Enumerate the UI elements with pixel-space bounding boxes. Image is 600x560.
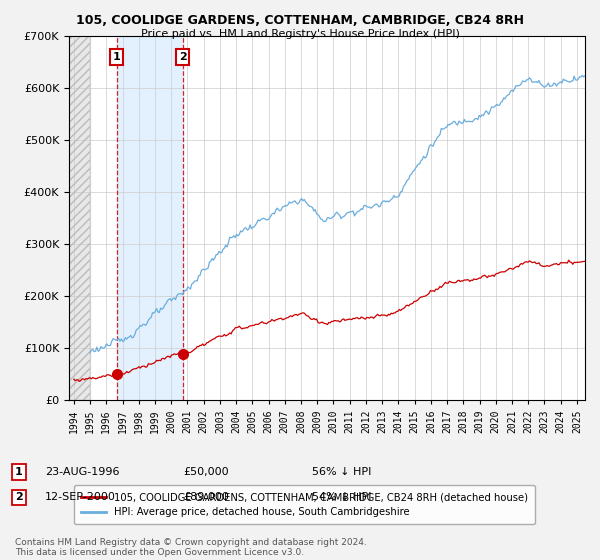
Text: 2: 2 xyxy=(15,492,23,502)
Text: £50,000: £50,000 xyxy=(183,467,229,477)
Text: £89,000: £89,000 xyxy=(183,492,229,502)
Text: 23-AUG-1996: 23-AUG-1996 xyxy=(45,467,119,477)
Bar xyxy=(69,36,90,400)
Text: Price paid vs. HM Land Registry's House Price Index (HPI): Price paid vs. HM Land Registry's House … xyxy=(140,29,460,39)
Bar xyxy=(69,36,90,400)
Text: 54% ↓ HPI: 54% ↓ HPI xyxy=(312,492,371,502)
Text: 1: 1 xyxy=(15,467,23,477)
Legend: 105, COOLIDGE GARDENS, COTTENHAM, CAMBRIDGE, CB24 8RH (detached house), HPI: Ave: 105, COOLIDGE GARDENS, COTTENHAM, CAMBRI… xyxy=(74,486,535,525)
Text: 56% ↓ HPI: 56% ↓ HPI xyxy=(312,467,371,477)
Text: 105, COOLIDGE GARDENS, COTTENHAM, CAMBRIDGE, CB24 8RH: 105, COOLIDGE GARDENS, COTTENHAM, CAMBRI… xyxy=(76,14,524,27)
Text: Contains HM Land Registry data © Crown copyright and database right 2024.
This d: Contains HM Land Registry data © Crown c… xyxy=(15,538,367,557)
Text: 1: 1 xyxy=(113,52,121,62)
Text: 2: 2 xyxy=(179,52,187,62)
Bar xyxy=(117,36,183,400)
Text: 12-SEP-2000: 12-SEP-2000 xyxy=(45,492,116,502)
